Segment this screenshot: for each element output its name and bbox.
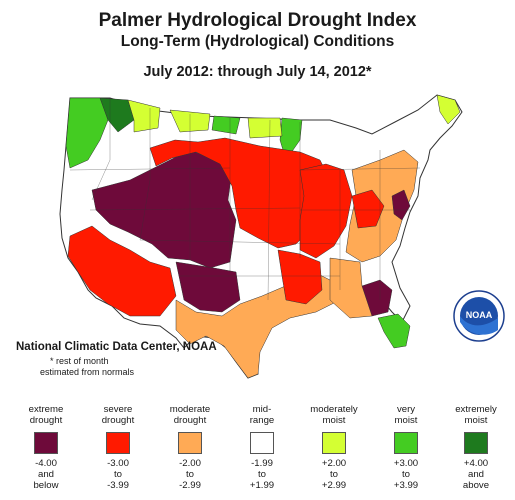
legend-caption: moderate — [169, 404, 211, 415]
legend-item-mid-range: mid-range -1.99 to +1.99 — [230, 404, 294, 491]
legend-item-moderately-moist: moderately moist +2.00 to +2.99 — [302, 404, 366, 491]
legend-swatch — [250, 432, 274, 454]
legend-range: -1.99 — [251, 458, 273, 469]
legend-item-extreme-drought: extreme drought -4.00 and below — [14, 404, 78, 491]
note-line-2: estimated from normals — [40, 367, 135, 377]
legend-caption: severe — [103, 404, 133, 415]
legend-range: -3.00 — [107, 458, 129, 469]
legend-range: below — [33, 480, 59, 491]
legend-caption: drought — [29, 415, 63, 426]
legend-range: -2.99 — [179, 480, 201, 491]
noaa-logo-text: NOAA — [466, 310, 493, 320]
legend-range: +2.99 — [321, 480, 347, 491]
legend-range: and — [467, 469, 484, 480]
legend-range: -3.99 — [107, 480, 129, 491]
legend-swatch — [464, 432, 488, 454]
legend-caption: extremely — [455, 404, 497, 415]
legend-swatch — [322, 432, 346, 454]
map-subtitle: Long-Term (Hydrological) Conditions — [120, 33, 395, 50]
legend-swatch — [394, 432, 418, 454]
legend-range: -2.00 — [179, 458, 201, 469]
legend-caption: moderately — [310, 404, 358, 415]
legend-item-moderate-drought: moderate drought -2.00 to -2.99 — [158, 404, 222, 491]
map-period: July 2012: through July 14, 2012* — [143, 64, 372, 80]
legend-caption: moist — [322, 415, 346, 426]
legend-range: +3.99 — [393, 480, 419, 491]
legend-range: to — [329, 469, 338, 480]
legend-caption: very — [396, 404, 416, 415]
legend-item-very-moist: very moist +3.00 to +3.99 — [374, 404, 438, 491]
legend-range: to — [401, 469, 410, 480]
legend-caption: drought — [101, 415, 135, 426]
legend-caption: moist — [464, 415, 488, 426]
note-line-1: * rest of month — [50, 356, 109, 366]
legend-caption: mid- — [252, 404, 272, 415]
legend-swatch — [34, 432, 58, 454]
legend-caption: moist — [394, 415, 418, 426]
legend-item-extremely-moist: extremely moist +4.00 and above — [444, 404, 508, 491]
noaa-logo: NOAA — [453, 290, 505, 342]
legend-range: to — [113, 469, 122, 480]
legend-caption: drought — [173, 415, 207, 426]
legend-range: +3.00 — [393, 458, 419, 469]
legend-range: +2.00 — [321, 458, 347, 469]
legend-item-severe-drought: severe drought -3.00 to -3.99 — [86, 404, 150, 491]
legend-range: and — [37, 469, 54, 480]
legend-range: +1.99 — [249, 480, 275, 491]
credit-text: National Climatic Data Center, NOAA — [16, 341, 217, 353]
legend: extreme drought -4.00 and below severe droug… — [14, 404, 508, 496]
legend-range: -4.00 — [35, 458, 57, 469]
legend-range: above — [462, 480, 490, 491]
legend-caption: extreme — [28, 404, 64, 415]
legend-caption: range — [249, 415, 275, 426]
map-title: Palmer Hydrological Drought Index — [98, 10, 417, 31]
legend-swatch — [178, 432, 202, 454]
legend-swatch — [106, 432, 130, 454]
legend-range: to — [185, 469, 194, 480]
legend-range: +4.00 — [463, 458, 489, 469]
legend-range: to — [257, 469, 266, 480]
